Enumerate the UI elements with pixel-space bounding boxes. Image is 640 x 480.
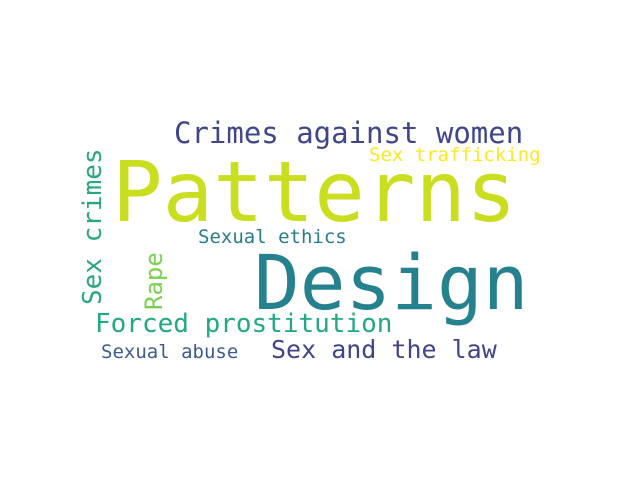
word-sex-and-the-law: Sex and the law (271, 335, 497, 364)
word-sexual-ethics: Sexual ethics (198, 226, 347, 248)
word-sexual-abuse: Sexual abuse (101, 341, 239, 363)
word-sex-crimes: Sex crimes (78, 148, 108, 305)
word-design: Design (254, 238, 529, 327)
word-crimes-against-women: Crimes against women (174, 116, 524, 150)
word-rape: Rape (140, 252, 168, 310)
word-patterns: Patterns (112, 143, 517, 241)
word-sex-trafficking: Sex trafficking (369, 144, 541, 166)
word-forced-prostitution: Forced prostitution (95, 309, 393, 339)
